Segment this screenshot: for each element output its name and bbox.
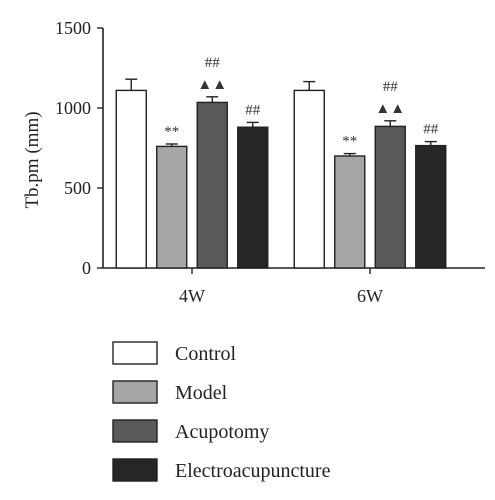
triangle-marker: ▲▲ [375,101,405,117]
significance-marker: ## [383,79,399,95]
significance-marker: ## [423,122,439,138]
y-tick-label: 500 [64,178,91,198]
axes: 0 500 1000 1500 4W 6W [55,18,485,306]
significance-marker: ## [245,102,261,118]
significance-marker: ** [342,134,357,150]
bar-acupotomy-4w [196,101,228,269]
x-tick-label: 6W [357,286,383,306]
bar-electroacupuncture-4w [237,126,269,269]
bar-acupotomy-6w [374,125,406,269]
significance-marker: ## [205,55,221,71]
x-tick-label: 4W [179,286,205,306]
y-tick-label: 1000 [55,98,91,118]
bar-model-6w [334,155,366,269]
bar-control-6w [293,89,325,269]
legend-label-electroacupuncture: Electroacupuncture [175,460,331,482]
bars [115,78,447,269]
legend-swatch-model [112,380,158,404]
legend: Control Model Acupotomy Electroacupuncture [112,341,331,482]
y-tick-label: 1500 [55,18,91,38]
annotations: ** ▲▲ ## ## ** ▲▲ ## ## [164,55,439,150]
legend-label-model: Model [175,382,228,404]
legend-label-control: Control [175,343,237,365]
legend-swatch-acupotomy [112,419,158,443]
bar-electroacupuncture-6w [415,144,447,269]
bar-control-4w [115,89,147,269]
triangle-marker: ▲▲ [197,77,227,93]
bar-model-4w [156,145,188,269]
y-axis-label: Tb.pm (mm) [22,111,43,208]
y-tick-label: 0 [82,258,91,278]
legend-swatch-control [112,341,158,365]
legend-swatch-electroacupuncture [112,458,158,482]
significance-marker: ** [164,124,179,140]
legend-label-acupotomy: Acupotomy [175,421,269,443]
